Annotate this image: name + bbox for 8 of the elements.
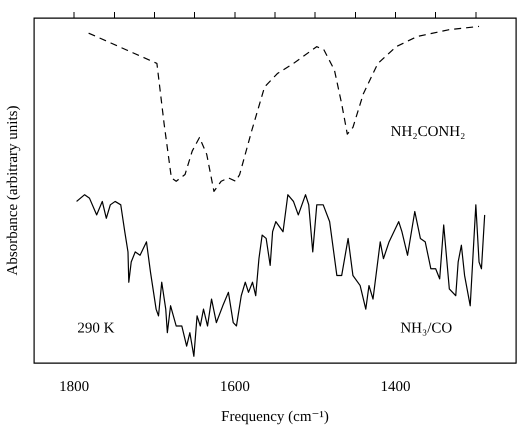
annotation: 290 K (77, 320, 115, 336)
x-axis-title: Frequency (cm⁻¹) (221, 408, 329, 425)
series-label: NH₃/CO (400, 320, 452, 336)
x-tick-label: 1600 (220, 378, 250, 395)
text: NH₂CONH₂ (390, 124, 466, 140)
y-axis-title: Absorbance (arbitrary units) (4, 106, 21, 276)
x-tick-label: 1800 (59, 378, 90, 395)
x-tick-label: 1400 (380, 378, 410, 395)
